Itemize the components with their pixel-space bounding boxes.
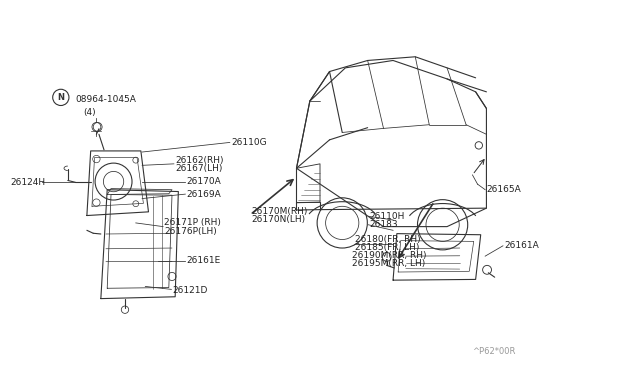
Text: 26162(RH): 26162(RH) [175,155,223,165]
Text: 26183: 26183 [369,220,398,229]
Text: 26165A: 26165A [486,185,521,194]
Text: 26124H: 26124H [10,178,45,187]
Text: 26190M(RR, RH): 26190M(RR, RH) [352,251,426,260]
Text: 26176P(LH): 26176P(LH) [164,227,217,235]
Text: 26169A: 26169A [187,190,221,199]
Text: 26110H: 26110H [369,212,405,221]
Text: 26110G: 26110G [231,138,267,147]
Text: 26170N(LH): 26170N(LH) [252,215,305,224]
Text: 26170A: 26170A [187,177,221,186]
Text: (4): (4) [84,108,97,117]
Text: 26170M(RH): 26170M(RH) [252,206,308,216]
Text: ^P62*00R: ^P62*00R [472,347,516,356]
Text: 26161E: 26161E [187,256,221,265]
Text: 26171P (RH): 26171P (RH) [164,218,221,227]
Text: 26180(FR, RH): 26180(FR, RH) [355,235,420,244]
Text: 08964-1045A: 08964-1045A [76,95,136,104]
Text: 26121D: 26121D [173,286,208,295]
Text: 26167(LH): 26167(LH) [175,164,223,173]
Text: 26161A: 26161A [504,241,539,250]
Text: 26195M(RR, LH): 26195M(RR, LH) [352,259,425,269]
Text: 26185(FR, LH): 26185(FR, LH) [355,243,419,252]
Text: N: N [58,93,65,102]
